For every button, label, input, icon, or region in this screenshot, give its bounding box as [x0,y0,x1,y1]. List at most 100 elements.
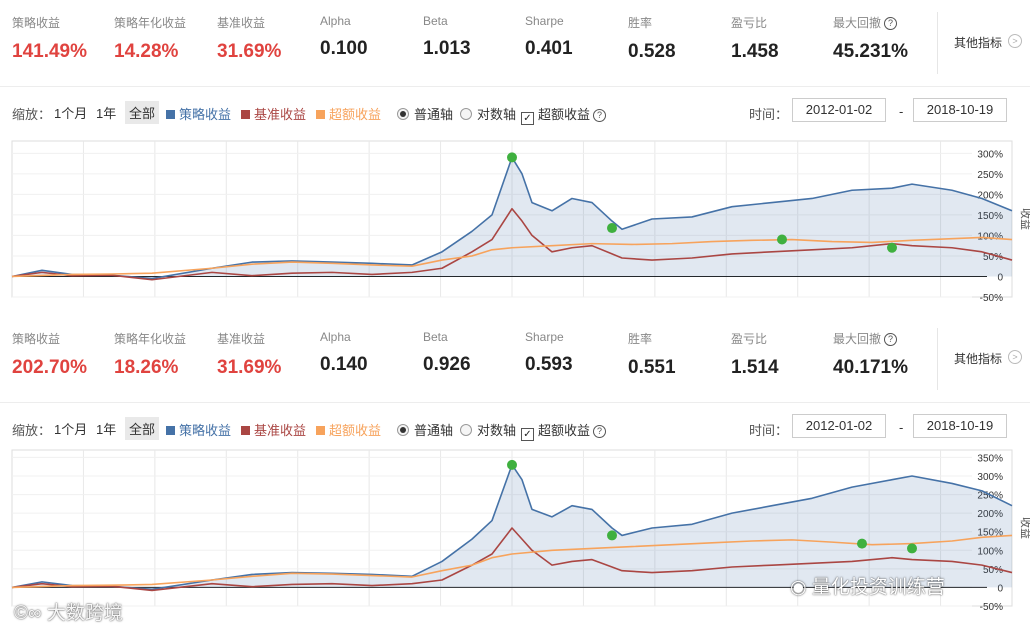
metric-value: 0.100 [320,38,368,59]
metric-value: 1.013 [423,38,471,59]
metric-value: 202.70% [12,357,88,378]
metric-label: Beta [423,330,448,344]
metric-label: 策略年化收益 [114,332,187,346]
metric-value: 14.28% [114,41,179,62]
strategy-area [12,464,1012,590]
zoom-1-month-button[interactable]: 1个月 [54,106,88,121]
metric-value: 141.49% [12,41,88,62]
legend-label: 策略收益 [179,107,232,122]
drawdown-marker [907,543,917,554]
normal-axis-radio[interactable]: 普通轴 [397,104,453,123]
date-to-input[interactable]: 2018-10-19 [913,98,1007,122]
metric-value: 31.69% [217,357,282,378]
metric-max-drawdown: 最大回撤? 40.171% [833,330,908,379]
metrics-bar: 策略收益 202.70% 策略年化收益 18.26% 基准收益 31.69% Alph… [0,316,1030,394]
radio-label: 对数轴 [477,423,517,438]
metric-sharpe: Sharpe 0.401 [525,14,573,60]
backtest-panel: 策略收益 202.70% 策略年化收益 18.26% 基准收益 31.69% Alph… [0,316,1030,632]
legend-label: 基准收益 [254,107,307,122]
zoom-1-year-button[interactable]: 1年 [96,106,117,121]
y-tick-label: 300% [977,149,1003,160]
metric-win-rate: 胜率 0.551 [628,330,676,379]
divider [0,86,1030,87]
returns-chart[interactable]: 350% 300% 250% 200% 150% 100% 50% 0 -50% 收益 [10,444,1030,616]
legend-benchmark[interactable]: 基准收益 [241,104,306,123]
help-icon[interactable]: ? [884,17,898,30]
metric-sharpe: Sharpe 0.593 [525,330,573,376]
metric-value: 0.140 [320,354,368,375]
legend-label: 超额收益 [329,107,382,122]
legend-label: 基准收益 [254,423,307,438]
metric-value: 0.926 [423,354,471,375]
other-metrics-label: 其他指标 [954,352,1003,366]
legend-label: 超额收益 [329,423,382,438]
series-line-2 [11,236,1013,278]
metric-value: 0.551 [628,357,676,378]
radio-label: 普通轴 [414,423,454,438]
drawdown-marker [887,242,897,253]
returns-chart[interactable]: 300% 250% 200% 150% 100% 50% 0 -50% 收益 [10,135,1030,307]
legend-benchmark[interactable]: 基准收益 [241,420,306,439]
y-tick-label: 50% [983,252,1003,263]
zoom-label: 缩放： [12,423,52,438]
y-tick-label: 200% [977,509,1003,520]
metric-max-drawdown: 最大回撤? 45.231% [833,14,908,63]
y-tick-label: 150% [977,528,1003,539]
date-from-input[interactable]: 2012-01-02 [792,98,886,122]
excess-return-checkbox[interactable]: ✓ 超额收益? [521,420,607,441]
watermark-account: ◉ 量化投资训练营 [790,577,945,598]
y-tick-label: -50% [980,602,1003,613]
watermark-logo: ©∞ 大数跨境 [14,603,123,624]
date-to-input[interactable]: 2018-10-19 [913,414,1007,438]
help-icon[interactable]: ? [593,109,607,122]
y-axis-label: 收益 [1019,517,1030,539]
legend-swatch [316,426,325,435]
metric-profit-loss-ratio: 盈亏比 1.514 [731,330,779,379]
y-axis-label: 收益 [1019,208,1030,230]
metric-profit-loss-ratio: 盈亏比 1.458 [731,14,779,63]
drawdown-marker [607,223,617,234]
watermark-text: 量化投资训练营 [811,577,945,598]
date-from-input[interactable]: 2012-01-02 [792,414,886,438]
legend-swatch [241,110,250,119]
normal-axis-radio[interactable]: 普通轴 [397,420,453,439]
metric-value: 40.171% [833,357,909,378]
excess-return-checkbox[interactable]: ✓ 超额收益? [521,104,607,125]
y-tick-label: 100% [977,546,1003,557]
y-tick-label: 0 [997,272,1003,283]
log-axis-radio[interactable]: 对数轴 [460,104,516,123]
metric-annual-return: 策略年化收益 14.28% [114,14,186,63]
other-metrics-button[interactable]: 其他指标 > [937,12,1028,74]
metrics-bar: 策略收益 141.49% 策略年化收益 14.28% 基准收益 31.69% Alph… [0,0,1030,78]
zoom-1-month-button[interactable]: 1个月 [54,422,88,437]
metric-label: 盈亏比 [731,16,768,30]
metric-value: 31.69% [217,41,282,62]
y-tick-label: 50% [983,565,1003,576]
log-axis-radio[interactable]: 对数轴 [460,420,516,439]
metric-label: 最大回撤? [833,330,908,347]
metric-alpha: Alpha 0.100 [320,14,368,60]
y-tick-label: 100% [977,231,1003,242]
metric-label: Sharpe [525,330,564,344]
legend-strategy[interactable]: 策略收益 [166,420,231,439]
legend-excess[interactable]: 超额收益 [316,104,381,123]
metric-label-text: 最大回撤 [833,16,882,30]
metric-label-text: 最大回撤 [833,332,882,346]
chart-toolbar: 缩放： 1个月 1年 全部 策略收益 基准收益 超额收益 普通轴 对数轴 ✓ 超额… [0,414,1030,441]
chevron-right-icon: > [1008,34,1022,48]
legend-strategy[interactable]: 策略收益 [166,104,231,123]
legend-excess[interactable]: 超额收益 [316,420,381,439]
zoom-all-button[interactable]: 全部 [125,101,160,124]
other-metrics-button[interactable]: 其他指标 > [937,328,1028,390]
help-icon[interactable]: ? [593,425,607,438]
checkbox-icon: ✓ [521,112,534,125]
metric-win-rate: 胜率 0.528 [628,14,676,63]
drawdown-marker [507,152,517,163]
zoom-1-year-button[interactable]: 1年 [96,422,117,437]
drawdown-marker [507,459,517,470]
y-tick-label: 200% [977,190,1003,201]
metric-benchmark-return: 基准收益 31.69% [217,330,281,379]
zoom-all-button[interactable]: 全部 [125,417,160,440]
help-icon[interactable]: ? [884,333,898,346]
y-tick-label: -50% [980,293,1003,304]
